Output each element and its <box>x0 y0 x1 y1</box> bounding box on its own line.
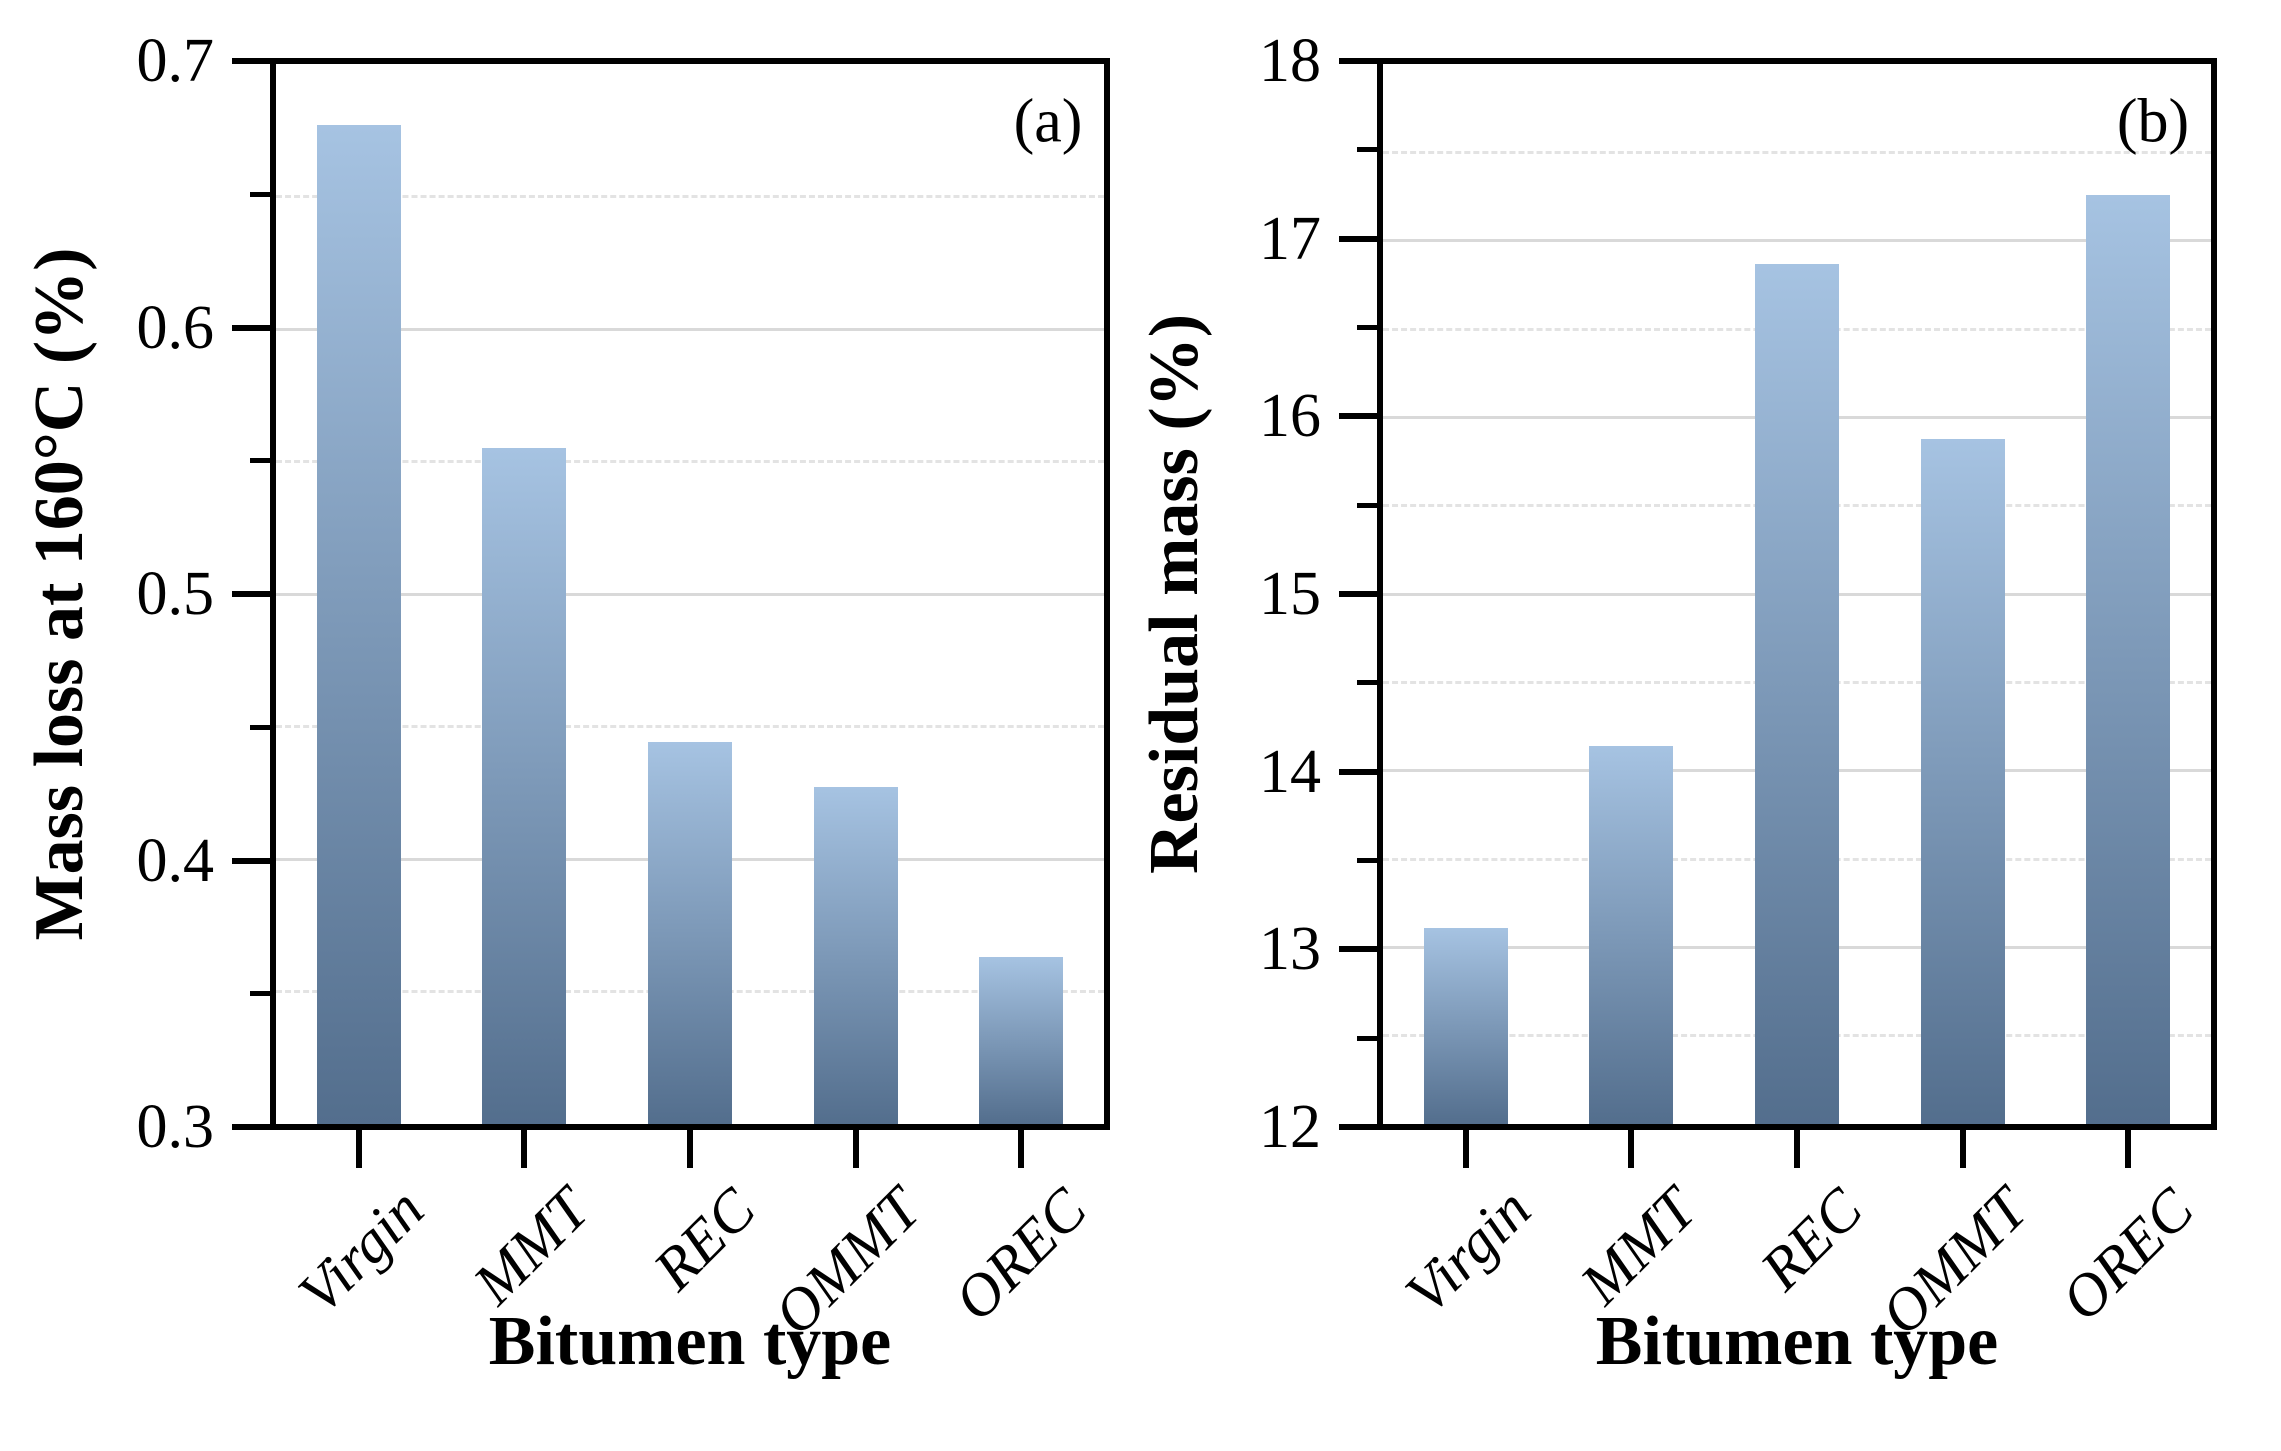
bar-ommt <box>813 787 898 1124</box>
x-major-tick <box>1462 1130 1469 1168</box>
y-tick-label: 14 <box>1259 737 1321 806</box>
y-major-tick <box>232 1124 270 1130</box>
gridline-minor <box>276 460 1104 463</box>
y-minor-tick <box>1357 502 1377 508</box>
y-tick-label: 0.3 <box>136 1093 215 1161</box>
y-major-tick <box>1339 768 1377 775</box>
x-tick-label-mmt: MMT <box>1567 1175 1709 1317</box>
y-major-tick <box>232 857 270 864</box>
bar-rec <box>648 742 732 1124</box>
gridline-minor <box>1383 150 2211 154</box>
panel-a-plot-area <box>270 58 1110 1130</box>
y-major-tick <box>232 591 270 597</box>
y-tick-label: 0.7 <box>136 27 215 95</box>
y-minor-tick <box>1357 858 1377 863</box>
bar-rec <box>1755 263 1839 1124</box>
bar-virgin <box>1423 927 1508 1124</box>
gridline-minor <box>276 725 1104 728</box>
y-tick-label: 15 <box>1259 560 1321 628</box>
gridline-major <box>276 592 1104 596</box>
x-major-tick <box>1628 1130 1635 1168</box>
panel-b-label: (b) <box>2116 87 2190 156</box>
y-major-tick <box>1339 1124 1377 1130</box>
panel-a-label: (a) <box>1013 87 1083 156</box>
panel-a-x-axis-title: Bitumen type <box>488 1303 892 1380</box>
y-major-tick <box>1339 413 1377 420</box>
bar-virgin <box>316 124 401 1124</box>
y-major-tick <box>232 58 270 64</box>
panel-b-y-axis-title: Residual mass (%) <box>1136 313 1213 875</box>
x-major-tick <box>687 1130 693 1168</box>
x-major-tick <box>1794 1130 1800 1168</box>
y-minor-tick <box>1357 680 1377 686</box>
y-minor-tick <box>250 724 270 730</box>
y-tick-label: 12 <box>1259 1093 1321 1161</box>
y-major-tick <box>1339 235 1377 242</box>
y-minor-tick <box>1357 325 1377 330</box>
x-tick-label-rec: REC <box>1747 1175 1875 1303</box>
y-major-tick <box>232 324 270 331</box>
y-minor-tick <box>1357 147 1377 153</box>
y-tick-label: 16 <box>1259 382 1321 451</box>
y-major-tick <box>1339 946 1377 953</box>
panel-b-x-axis-title: Bitumen type <box>1595 1303 1999 1380</box>
gridline-minor <box>276 195 1104 198</box>
x-major-tick <box>521 1130 528 1168</box>
y-minor-tick <box>250 458 270 464</box>
y-minor-tick <box>250 191 270 197</box>
panel-b-plot-area <box>1377 58 2217 1130</box>
y-tick-label: 13 <box>1259 915 1321 984</box>
y-tick-label: 0.4 <box>136 826 215 895</box>
y-tick-label: 18 <box>1259 27 1321 95</box>
bar-ommt <box>1920 438 2005 1124</box>
y-major-tick <box>1339 58 1377 64</box>
bar-mmt <box>1589 745 1674 1124</box>
y-tick-label: 0.5 <box>136 560 215 628</box>
y-minor-tick <box>1357 1035 1377 1041</box>
y-tick-label: 17 <box>1259 204 1321 273</box>
x-major-tick <box>355 1130 362 1168</box>
x-major-tick <box>2125 1130 2132 1168</box>
x-tick-label-virgin: Virgin <box>1392 1175 1544 1327</box>
x-major-tick <box>1018 1130 1025 1168</box>
x-tick-label-orec: OREC <box>2048 1175 2206 1334</box>
gridline-major <box>1383 239 2211 243</box>
gridline-major <box>276 327 1104 331</box>
bar-orec <box>979 957 1064 1124</box>
y-tick-label: 0.6 <box>136 293 215 362</box>
x-major-tick <box>852 1130 859 1168</box>
bar-orec <box>2086 194 2171 1124</box>
x-major-tick <box>1959 1130 1966 1168</box>
y-minor-tick <box>250 991 270 997</box>
bar-mmt <box>482 448 567 1124</box>
y-major-tick <box>1339 591 1377 597</box>
